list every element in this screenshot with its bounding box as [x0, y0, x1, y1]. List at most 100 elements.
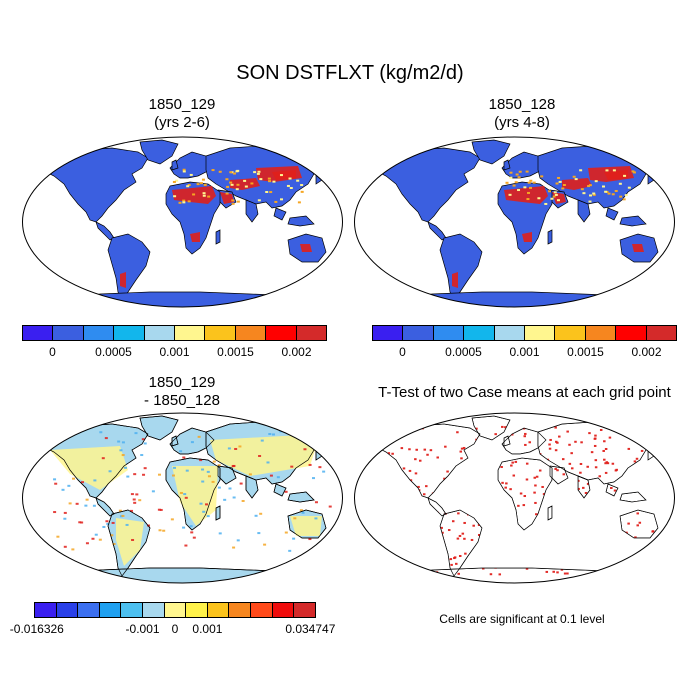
colorbar-swatch [53, 326, 84, 340]
colorbar-swatch [186, 603, 208, 617]
colorbar-tick-label: 0.0015 [217, 345, 254, 359]
panel-title-case2: 1850_128 (yrs 4-8) [352, 96, 692, 132]
land-india [577, 199, 591, 223]
colorbar-tick-label: 0.0005 [95, 345, 132, 359]
land-madagascar [547, 229, 553, 245]
page-title: SON DSTFLXT (kg/m2/d) [236, 62, 464, 84]
colorbar-case2-swatches [372, 325, 677, 341]
colorbar-tick-label: 0.034747 [285, 622, 336, 636]
land-samerica [107, 233, 151, 301]
colorbar-swatch [99, 603, 122, 617]
land-seasia [605, 207, 647, 227]
colorbar-swatch [251, 603, 273, 617]
colorbar-diff: -0.016326 -0.001 0 0.001 0.034747 [10, 602, 336, 636]
colorbar-tick-label: 0 [171, 622, 179, 636]
colorbar-swatch [83, 326, 115, 340]
colorbar-swatch [143, 603, 165, 617]
dust-safrica [190, 232, 200, 242]
colorbar-diff-swatches [34, 602, 316, 618]
land-uk [503, 159, 511, 171]
colorbar-swatch [78, 603, 100, 617]
colorbar-swatch [403, 326, 434, 340]
panel-title-diff: 1850_129 - 1850_128 [22, 374, 342, 410]
colorbar-swatch [266, 326, 297, 340]
map-ttest [354, 412, 675, 584]
dust-mideast [562, 178, 592, 190]
map-border [354, 136, 675, 308]
dust-gobi [272, 170, 296, 180]
colorbar-tick-label: 0.001 [192, 622, 223, 636]
land-antarctica [380, 291, 653, 307]
dust-arabia [220, 192, 234, 204]
panel-title-case2-line1: 1850_128 [488, 96, 556, 113]
dust-australia [632, 244, 644, 252]
land-nz [659, 257, 667, 271]
colorbar-swatch [23, 326, 54, 340]
land-europe [501, 151, 547, 179]
colorbar-case1-swatches [22, 325, 327, 341]
land-greenland [139, 139, 179, 165]
map-border [22, 412, 343, 584]
colorbar-swatch [229, 603, 252, 617]
colorbar-case2: 0 0.0005 0.001 0.0015 0.002 [372, 325, 677, 359]
colorbar-swatch [433, 326, 465, 340]
colorbar-swatch [121, 603, 144, 617]
land-uk [171, 159, 179, 171]
panel-title-case1-line1: 1850_129 [148, 96, 216, 113]
dust-samerica_s [120, 272, 126, 288]
colorbar-tick-label: 0.0005 [445, 345, 482, 359]
map-case1 [22, 136, 343, 308]
colorbar-tick-label: 0.001 [509, 345, 540, 359]
land-antarctica [48, 567, 321, 583]
panel-title-ttest: T-Test of two Case means at each grid po… [352, 384, 697, 402]
dust-sahara [504, 186, 548, 204]
land-samerica [439, 233, 483, 301]
map-case2 [354, 136, 675, 308]
colorbar-swatch [114, 326, 145, 340]
panel-title-diff-line2: - 1850_128 [144, 392, 220, 409]
colorbar-tick-label: 0 [49, 345, 56, 359]
land-nz [659, 533, 667, 547]
colorbar-swatch [294, 603, 315, 617]
colorbar-tick-label: -0.001 [125, 622, 160, 636]
colorbar-tick-label: 0.002 [631, 345, 662, 359]
colorbar-case1-labels: 0 0.0005 0.001 0.0015 0.002 [22, 341, 327, 359]
colorbar-swatch [494, 326, 526, 340]
colorbar-case1: 0 0.0005 0.001 0.0015 0.002 [22, 325, 327, 359]
dust-safrica [522, 232, 532, 242]
colorbar-tick-label: 0.0015 [567, 345, 604, 359]
colorbar-tick-label: 0.001 [159, 345, 190, 359]
colorbar-swatch [464, 326, 495, 340]
panel-title-case1: 1850_129 (yrs 2-6) [22, 96, 342, 132]
colorbar-swatch [207, 603, 230, 617]
colorbar-swatch [646, 326, 677, 340]
panel-title-case1-line2: (yrs 2-6) [154, 114, 210, 131]
colorbar-tick-label: 0.002 [281, 345, 312, 359]
diff-pos-zone [50, 446, 128, 490]
dust-gobi [604, 170, 628, 180]
colorbar-swatch [144, 326, 176, 340]
colorbar-swatch [272, 603, 295, 617]
colorbar-swatch [56, 603, 79, 617]
land-antarctica [380, 567, 653, 583]
land-nz [327, 533, 335, 547]
colorbar-swatch [373, 326, 404, 340]
colorbar-swatch [555, 326, 586, 340]
colorbar-swatch [296, 326, 327, 340]
colorbar-swatch [235, 326, 267, 340]
colorbar-tick-label: 0 [399, 345, 406, 359]
diff-pos-zone [210, 434, 320, 476]
panel-title-diff-line1: 1850_129 [148, 374, 216, 391]
land-nz [327, 257, 335, 271]
dust-samerica_s [452, 272, 458, 288]
land-india [245, 199, 259, 223]
colorbar-swatch [164, 603, 187, 617]
land-seasia [273, 207, 315, 227]
map-border [354, 412, 675, 584]
diff-pos-zone [172, 466, 218, 526]
colorbar-diff-labels: -0.016326 -0.001 0 0.001 0.034747 [10, 618, 336, 636]
map-diff [22, 412, 343, 584]
panel-title-case2-line2: (yrs 4-8) [494, 114, 550, 131]
diff-pos-zone [290, 516, 322, 536]
colorbar-case2-labels: 0 0.0005 0.001 0.0015 0.002 [372, 341, 677, 359]
